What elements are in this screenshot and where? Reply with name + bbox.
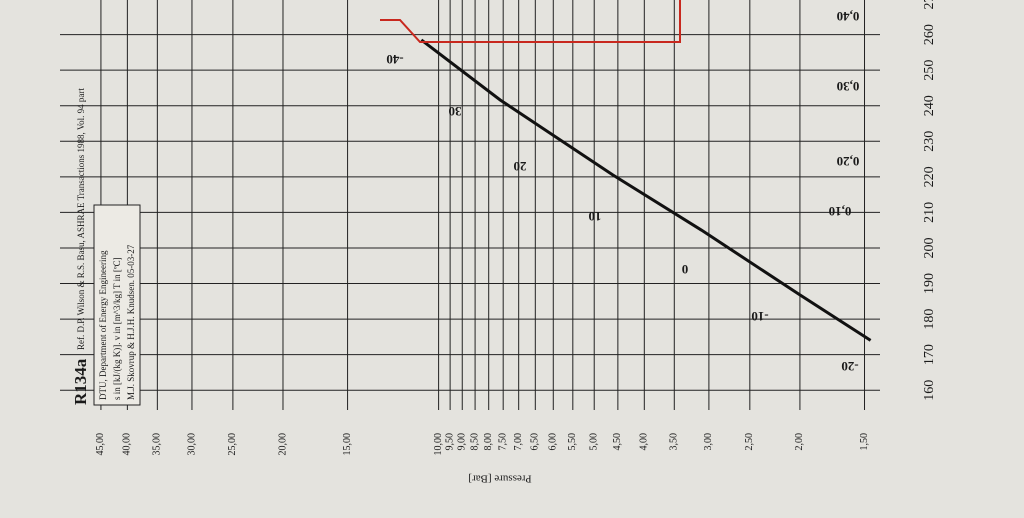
pressure-tick-label: 4,50 <box>612 433 623 451</box>
annotation: 0,20 <box>837 154 860 169</box>
note: DTU, Department of Energy Engineering <box>98 250 108 400</box>
pressure-tick-label: 7,00 <box>513 433 524 451</box>
pressure-tick-label: 10,00 <box>433 433 444 456</box>
pressure-tick-label: 6,00 <box>548 433 559 451</box>
pressure-tick-label: 7,50 <box>497 433 508 451</box>
note: M.J. Skovrup & H.J.H. Knudsen. 05-03-27 <box>126 244 136 400</box>
pressure-tick-label: 6,50 <box>530 433 541 451</box>
chart-title: R134a <box>71 358 90 405</box>
pressure-tick-label: 2,00 <box>794 433 805 451</box>
pressure-tick-label: 20,00 <box>277 433 288 456</box>
pressure-tick-label: 5,50 <box>567 433 578 451</box>
pressure-tick-label: 9,00 <box>457 433 468 451</box>
annotation: -10 <box>751 309 768 324</box>
enthalpy-tick-label: 220 <box>922 166 937 187</box>
cycle-line <box>380 0 681 43</box>
pressure-tick-label: 15,00 <box>342 433 353 456</box>
enthalpy-tick-label: 270 <box>922 0 937 10</box>
pressure-tick-label: 2,50 <box>744 433 755 451</box>
annotation: 0,10 <box>829 204 852 219</box>
enthalpy-tick-label: 160 <box>922 380 937 401</box>
annotation: 0 <box>682 262 689 277</box>
pressure-tick-label: 1,50 <box>859 433 870 451</box>
annotation: 0,40 <box>837 9 860 24</box>
annotation: 20 <box>514 159 527 174</box>
enthalpy-tick-label: 170 <box>922 344 937 365</box>
pressure-tick-label: 5,00 <box>589 433 600 451</box>
enthalpy-tick-label: 200 <box>922 237 937 258</box>
enthalpy-tick-label: 180 <box>922 309 937 330</box>
annotation: 30 <box>449 104 462 119</box>
note: s in [kJ/(kg K)]. v in [m^3/kg] T in [ºC… <box>112 257 122 400</box>
plot-area <box>60 0 880 410</box>
pressure-tick-label: 40,00 <box>122 433 133 456</box>
pressure-tick-label: 30,00 <box>186 433 197 456</box>
enthalpy-tick-label: 210 <box>922 202 937 223</box>
enthalpy-tick-label: 190 <box>922 273 937 294</box>
pressure-tick-label: 3,50 <box>669 433 680 451</box>
pressure-tick-label: 3,00 <box>703 433 714 451</box>
annotation: -40 <box>386 52 403 67</box>
annotation: 0,30 <box>837 79 860 94</box>
enthalpy-tick-label: 230 <box>922 131 937 152</box>
pressure-tick-label: 9,50 <box>444 433 455 451</box>
annotation: 10 <box>589 209 602 224</box>
pressure-tick-label: 45,00 <box>95 433 106 456</box>
enthalpy-tick-label: 240 <box>922 95 937 116</box>
enthalpy-tick-label: 260 <box>922 24 937 45</box>
pressure-tick-label: 4,00 <box>639 433 650 451</box>
pressure-tick-label: 35,00 <box>152 433 163 456</box>
pressure-tick-label: 25,00 <box>227 433 238 456</box>
enthalpy-tick-label: 250 <box>922 60 937 81</box>
curve <box>420 38 872 342</box>
annotation: -20 <box>841 359 858 374</box>
chart-subtitle: Ref. D.P. Wilson & R.S. Basu, ASHRAE Tra… <box>76 88 86 350</box>
note-box <box>93 204 141 406</box>
pressure-tick-label: 8,50 <box>469 433 480 451</box>
pressure-tick-label: 8,00 <box>483 433 494 451</box>
axis-label: Pressure [Bar] <box>468 472 531 484</box>
